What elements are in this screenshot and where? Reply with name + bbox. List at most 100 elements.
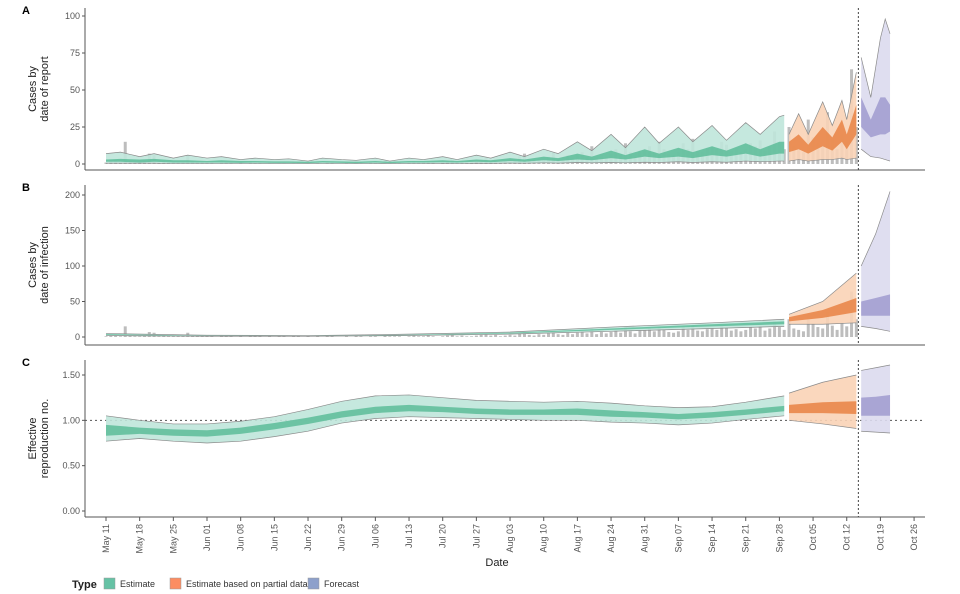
panel-a: A 0 25 50 75 100 Cases by date of report — [22, 5, 925, 171]
observed-case-bar — [412, 335, 416, 337]
observed-case-bar — [710, 328, 714, 337]
y-tick-label: 0 — [75, 332, 80, 342]
observed-case-bar — [397, 336, 401, 337]
observed-case-bar — [133, 336, 137, 337]
observed-case-bar — [484, 334, 488, 337]
observed-case-bar — [585, 333, 589, 337]
observed-case-bar — [787, 319, 791, 337]
observed-case-bar — [700, 331, 704, 337]
x-tick-label: Sep 07 — [673, 524, 683, 553]
observed-case-bar — [816, 327, 820, 337]
observed-case-bar — [224, 336, 228, 337]
x-tick-label: May 25 — [168, 524, 178, 554]
y-tick-label: 200 — [65, 190, 80, 200]
partial-upper-edge — [788, 272, 857, 315]
observed-case-bar — [123, 326, 127, 337]
observed-case-bar — [806, 315, 810, 337]
observed-case-bar — [205, 336, 209, 337]
observed-case-bar — [826, 312, 829, 337]
x-tick-label: Jun 08 — [236, 524, 246, 551]
observed-case-bar — [609, 332, 613, 337]
y-axis-label: date of infection — [39, 226, 51, 304]
observed-case-bar — [619, 332, 623, 337]
observed-case-bar — [407, 336, 411, 337]
x-tick-label: Jun 01 — [202, 524, 212, 551]
partial-upper-edge — [788, 374, 857, 394]
observed-case-bar — [854, 319, 858, 337]
observed-case-bar — [373, 336, 377, 337]
observed-case-bar — [638, 330, 642, 337]
observed-case-bar — [296, 336, 300, 337]
observed-case-bar — [571, 334, 575, 337]
estimate-band-50 — [106, 141, 785, 164]
y-tick-label: 0 — [75, 159, 80, 169]
observed-case-bar — [450, 334, 454, 337]
observed-case-bar — [123, 141, 127, 164]
x-tick-label: Aug 31 — [640, 524, 650, 553]
observed-case-bar — [460, 335, 464, 337]
observed-case-bar — [652, 331, 656, 337]
panel-c: C 0.00 0.50 1.00 1.50 Effective reproduction n… — [22, 357, 925, 518]
y-tick-label: 25 — [70, 122, 80, 132]
observed-case-bar — [292, 336, 296, 337]
observed-case-bar — [686, 329, 690, 337]
observed-case-bar — [739, 331, 743, 337]
y-tick-label: 50 — [70, 297, 80, 307]
observed-case-bar — [494, 334, 498, 337]
legend-label: Estimate — [120, 579, 155, 589]
observed-case-bar — [768, 328, 772, 337]
observed-case-bar — [590, 328, 594, 337]
x-tick-label: Aug 03 — [505, 524, 515, 553]
legend-title: Type — [72, 579, 97, 591]
observed-case-bar — [580, 331, 584, 337]
observed-case-bar — [729, 330, 733, 337]
observed-case-bar — [138, 336, 142, 337]
y-axis-label: Cases by — [27, 242, 39, 288]
observed-case-bar — [118, 336, 122, 337]
observed-case-bar — [575, 332, 579, 337]
y-tick-label: 0.50 — [62, 461, 80, 471]
observed-case-bar — [551, 331, 555, 337]
x-tick-label: Jul 20 — [438, 524, 448, 548]
observed-case-bar — [498, 336, 502, 337]
y-tick-label: 0.00 — [62, 506, 80, 516]
observed-case-bar — [474, 335, 478, 337]
observed-case-bar — [503, 335, 507, 337]
observed-case-bar — [518, 333, 522, 337]
observed-case-bar — [797, 329, 801, 337]
observed-case-bar — [455, 336, 459, 337]
observed-case-bar — [393, 336, 397, 337]
observed-case-bar — [181, 336, 185, 337]
observed-case-bar — [479, 334, 483, 337]
y-axis-label: Cases by — [27, 66, 39, 112]
forecast-upper-edge — [861, 364, 891, 371]
observed-case-bar — [547, 333, 551, 337]
observed-case-bar — [258, 336, 262, 337]
y-axis-label: Effective — [27, 418, 39, 460]
y-tick-label: 50 — [70, 85, 80, 95]
estimate-lower-edge — [105, 326, 785, 337]
observed-case-bar — [542, 334, 546, 337]
observed-case-bar — [109, 335, 113, 337]
panel-label: B — [22, 182, 30, 194]
panel-label: C — [22, 357, 30, 369]
y-tick-label: 100 — [65, 261, 80, 271]
partial-band-90 — [789, 375, 857, 429]
observed-case-bar — [566, 332, 570, 337]
observed-case-bar — [773, 321, 777, 337]
observed-case-bar — [623, 327, 627, 337]
forecast-band-90 — [861, 18, 891, 162]
x-tick-label: Jun 15 — [269, 524, 279, 551]
observed-case-bar — [446, 335, 450, 337]
observed-case-bar — [696, 330, 700, 337]
forecast-upper-edge — [860, 17, 891, 98]
observed-case-bar — [142, 335, 146, 337]
observed-case-bar — [672, 332, 676, 337]
observed-case-bar — [681, 327, 685, 337]
observed-case-bar — [157, 336, 161, 337]
x-tick-label: Sep 21 — [741, 524, 751, 553]
forecast-upper-edge — [860, 191, 891, 267]
x-tick-label: Jun 22 — [303, 524, 313, 551]
x-tick-label: Aug 24 — [606, 524, 616, 553]
y-tick-label: 1.50 — [62, 370, 80, 380]
